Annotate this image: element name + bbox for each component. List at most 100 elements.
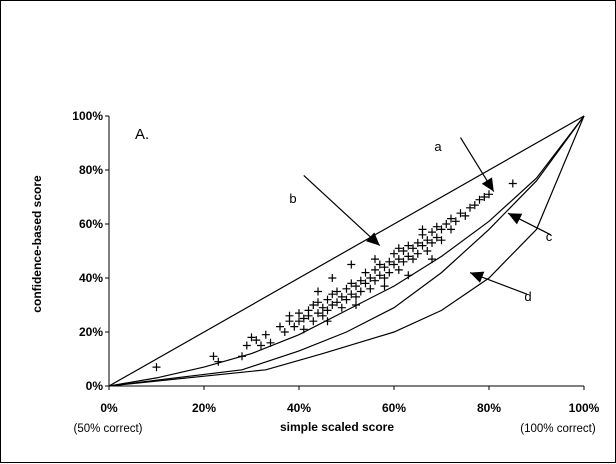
data-point (261, 330, 270, 339)
data-point (295, 309, 303, 318)
data-point (485, 190, 493, 199)
arrow-c-head (508, 213, 523, 225)
data-point (394, 265, 403, 274)
series-layer (108, 115, 585, 387)
data-point (375, 271, 384, 280)
data-point (418, 225, 427, 234)
data-point (242, 341, 251, 350)
x-note-right: (100% correct) (520, 423, 596, 435)
data-point (152, 363, 161, 372)
data-point (409, 244, 417, 253)
x-tick-label: 20% (192, 401, 216, 415)
data-point (371, 276, 379, 285)
data-point (428, 255, 436, 264)
data-point (371, 255, 379, 264)
data-point (404, 252, 413, 261)
data-point (404, 241, 413, 250)
data-point (309, 301, 318, 309)
data-point (371, 265, 379, 274)
annotation-label-b: b (289, 191, 296, 206)
data-point (394, 255, 403, 264)
data-point (432, 222, 441, 231)
data-point (323, 317, 332, 326)
data-point (333, 298, 341, 307)
series-line-0 (108, 115, 585, 387)
data-point (508, 179, 517, 188)
data-point (461, 211, 470, 220)
data-point (385, 268, 394, 277)
data-point (304, 311, 313, 320)
data-point (413, 238, 422, 247)
data-point (328, 301, 337, 309)
data-point (409, 255, 417, 264)
annotation-label-a: a (434, 139, 442, 154)
annotation-layer: a b c d (289, 137, 553, 304)
annotation-label-d: d (524, 289, 531, 304)
data-point (238, 352, 246, 361)
arrow-a-head (481, 177, 494, 192)
data-point (475, 195, 484, 204)
series-line-3 (108, 115, 585, 387)
data-point (447, 214, 455, 223)
data-point (318, 303, 327, 312)
data-point (390, 260, 398, 269)
data-point (347, 290, 356, 299)
y-tick-label: 60% (79, 217, 103, 231)
x-tick-label: 80% (477, 401, 501, 415)
data-point (337, 292, 346, 301)
data-point (276, 322, 284, 331)
data-point (466, 203, 474, 212)
data-point (214, 357, 223, 366)
data-point (328, 290, 337, 299)
data-point (366, 284, 375, 293)
x-tick-label: 40% (287, 401, 311, 415)
x-tick-label: 60% (382, 401, 406, 415)
data-point (247, 333, 256, 342)
arrow-d-head (470, 271, 485, 283)
data-point (352, 292, 360, 301)
data-point (413, 249, 422, 258)
series-line-1 (108, 115, 585, 387)
data-point (428, 228, 436, 237)
annotation-label-c: c (546, 229, 553, 244)
data-point (361, 279, 370, 288)
data-point (437, 225, 446, 234)
y-tick-label: 100% (72, 109, 103, 123)
data-point (314, 298, 322, 307)
y-tick-label: 80% (79, 163, 103, 177)
y-tick-label: 0% (86, 379, 104, 393)
data-point (290, 322, 299, 331)
data-point (380, 274, 389, 282)
data-point (280, 328, 289, 336)
data-point (337, 303, 346, 312)
data-point (356, 276, 365, 285)
label-layer: A. simple scaled score confidence-based … (30, 126, 596, 435)
data-point (423, 247, 432, 255)
data-point (333, 287, 341, 296)
x-axis-title: simple scaled score (280, 420, 394, 434)
data-point (385, 257, 394, 266)
data-point (323, 306, 332, 315)
data-point (352, 282, 360, 291)
data-point (432, 233, 441, 242)
data-point (352, 301, 360, 309)
data-point (428, 238, 436, 247)
data-point (257, 341, 265, 350)
data-point (399, 257, 408, 266)
data-point (356, 287, 365, 296)
data-point (437, 236, 446, 245)
y-tick-label: 40% (79, 271, 103, 285)
data-point (266, 338, 275, 347)
data-point (404, 271, 413, 280)
data-point (314, 309, 322, 318)
data-point (342, 284, 351, 293)
data-point (394, 244, 403, 253)
data-point (323, 295, 332, 304)
data-point (366, 274, 375, 282)
data-point (318, 311, 327, 320)
data-point (380, 282, 389, 291)
y-tick-label: 20% (79, 325, 103, 339)
data-point (347, 279, 356, 288)
data-point (314, 287, 322, 296)
